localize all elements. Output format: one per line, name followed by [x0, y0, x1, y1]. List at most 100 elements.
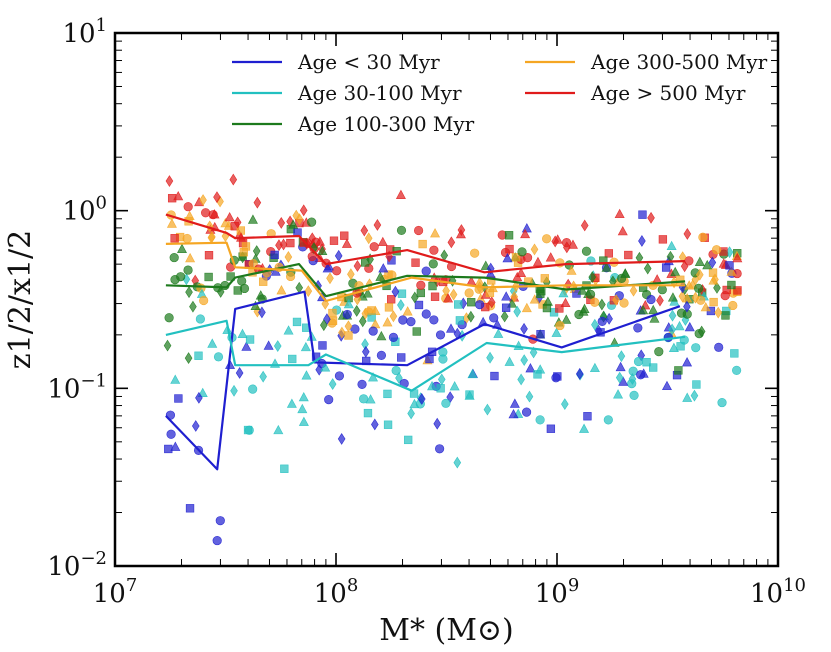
- scatter-point: [500, 310, 509, 323]
- scatter-point: [727, 280, 736, 290]
- scatter-point: [628, 373, 637, 385]
- scatter-point: [577, 285, 588, 295]
- scatter-point: [285, 271, 296, 282]
- scatter-point: [454, 300, 463, 309]
- scatter-point: [337, 432, 346, 445]
- scatter-point: [414, 300, 424, 310]
- scatter-point: [485, 288, 495, 298]
- scatter-point: [501, 303, 511, 312]
- scatter-point: [629, 284, 638, 297]
- scatter-point: [273, 340, 282, 352]
- scatter-point: [363, 408, 373, 418]
- scatter-point: [449, 381, 460, 391]
- scatter-point: [421, 266, 431, 276]
- scatter-point: [668, 309, 677, 322]
- scatter-point: [279, 238, 288, 251]
- scatter-point: [365, 394, 376, 404]
- scatter-point: [170, 441, 181, 451]
- scatter-point: [397, 353, 406, 362]
- scatter-point: [680, 260, 689, 273]
- scatter-point: [295, 213, 304, 226]
- scatter-point: [683, 300, 691, 313]
- scatter-point: [647, 211, 655, 224]
- scatter-point: [170, 234, 179, 243]
- median-line-4: [165, 213, 686, 274]
- scatter-point: [656, 294, 664, 307]
- scatter-point: [239, 248, 248, 257]
- scatter-point: [589, 362, 600, 373]
- scatter-point: [332, 266, 342, 276]
- scatter-point: [696, 295, 706, 305]
- scatter-point: [591, 318, 599, 331]
- axes: 107 108 109 1010 10−2 10−1 100 101 M* (M⊙) z1/2/x…: [3, 15, 806, 648]
- scatter-point: [369, 242, 379, 252]
- scatter-point: [525, 363, 536, 373]
- scatter-point: [185, 252, 196, 263]
- scatter-point: [633, 323, 643, 333]
- scatter-point: [416, 288, 426, 298]
- scatter-point: [430, 292, 440, 301]
- scatter-point: [435, 330, 446, 340]
- scatter-point: [324, 394, 334, 405]
- scatter-point: [447, 236, 456, 249]
- scatter-point: [376, 330, 387, 341]
- scatter-point: [629, 390, 639, 400]
- scatter-point: [398, 315, 408, 325]
- median-lines: [165, 213, 686, 471]
- scatter-point: [546, 424, 556, 433]
- scatter-point: [184, 210, 195, 220]
- scatter-point: [243, 425, 253, 435]
- scatter-point: [215, 516, 225, 526]
- scatter-point: [693, 283, 704, 293]
- scatter-point: [359, 394, 369, 404]
- scatter-point: [561, 238, 572, 248]
- scatter-point: [185, 286, 193, 299]
- scatter-point: [617, 350, 626, 363]
- scatter-point: [580, 219, 589, 232]
- scatter-point: [427, 380, 438, 391]
- scatter-point: [579, 303, 590, 313]
- scatter-point: [389, 310, 398, 323]
- scatter-point: [195, 314, 205, 324]
- scatter-point: [521, 302, 532, 313]
- scatter-point: [713, 281, 721, 294]
- scatter-point: [334, 371, 345, 381]
- scatter-point: [433, 417, 442, 430]
- scatter-point: [283, 325, 294, 335]
- scatter-point: [605, 312, 613, 325]
- scatter-point: [373, 219, 382, 231]
- scatter-point: [375, 271, 386, 281]
- scatter-point: [486, 351, 494, 364]
- x-tick-label-2: 109: [535, 575, 580, 609]
- scatter-point: [407, 407, 415, 420]
- scatter-point: [300, 341, 311, 352]
- scatter-point: [328, 378, 337, 391]
- scatter-point: [585, 289, 596, 299]
- scatter-point: [376, 350, 387, 360]
- scatter-point: [284, 251, 293, 263]
- scatter-point: [504, 231, 514, 240]
- scatter-point: [711, 245, 722, 255]
- scatter-point: [183, 202, 193, 212]
- scatter-point: [620, 268, 631, 278]
- scatter-point: [574, 309, 584, 320]
- scatter-point: [575, 367, 584, 380]
- scatter-point: [425, 354, 434, 364]
- scatter-point: [732, 365, 742, 375]
- scatter-point: [560, 297, 571, 308]
- scatter-point: [692, 380, 701, 389]
- scatter-point: [700, 301, 711, 312]
- scatter-point: [717, 397, 727, 408]
- scatter-point: [428, 281, 437, 291]
- scatter-point: [649, 313, 660, 323]
- x-axis-title: M* (M⊙): [379, 613, 514, 648]
- scatter-point: [241, 341, 252, 351]
- scatter-point: [165, 175, 174, 187]
- scatter-point: [730, 349, 739, 358]
- y-tick-label-2: 100: [62, 193, 107, 227]
- scatter-point: [667, 292, 678, 302]
- scatter-point: [435, 444, 445, 454]
- scatter-point: [709, 297, 718, 307]
- scatter-point: [436, 384, 445, 393]
- scatter-point: [259, 277, 268, 286]
